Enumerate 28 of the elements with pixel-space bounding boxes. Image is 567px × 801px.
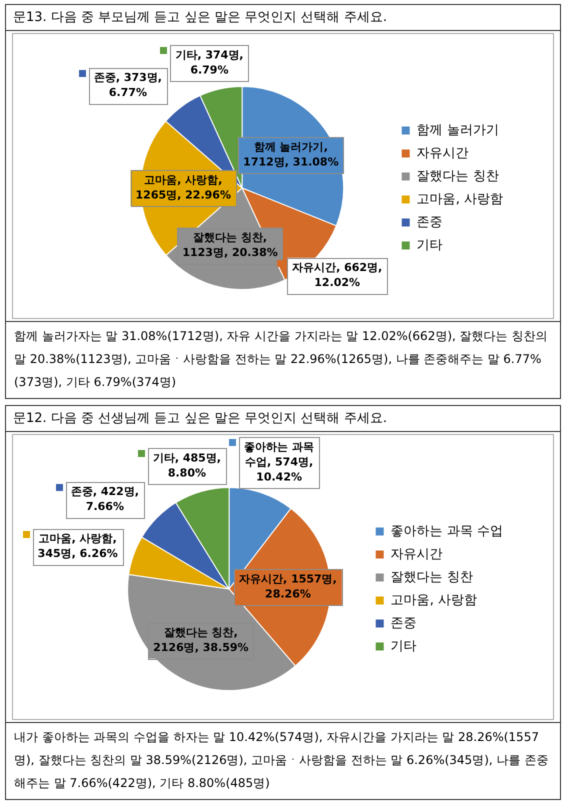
chart-title: 문13. 다음 중 부모님께 듣고 싶은 말은 무엇인지 선택해 주세요.: [6, 5, 560, 31]
text: 함께 놀러가자는 말 31.08%(1712명), 자유 시간을 가지라는 말 12.02%(662명), 잘했다는 칭찬의 말 20.38%(1123명), 고마움ㆍ사랑함을 전하는 말 22.96%(1265명), 나를 존중해주는 말 6.77%(373명), 기타 6.79%(374명): [14, 328, 548, 391]
legend-label: 존중: [416, 214, 443, 230]
data-label: 좋아하는 과목 수업, 574명, 10.42%: [244, 440, 314, 484]
data-label: 자유시간, 1557명, 28.26%: [239, 572, 337, 601]
legend-label: 자유시간: [390, 546, 443, 562]
legend-label: 고마움, 사랑함: [390, 592, 477, 608]
legend-label: 기타: [416, 238, 443, 253]
data-label: 존중, 422명, 7.66%: [70, 484, 139, 513]
data-label: 자유시간, 662명, 12.02%: [292, 261, 382, 290]
legend-label: 자유시간: [416, 146, 469, 161]
data-label: 존중, 373명, 6.77%: [94, 71, 162, 100]
data-label: 기타, 374명, 6.79%: [175, 48, 244, 77]
legend-label: 잘했다는 칭찬: [416, 168, 499, 184]
data-label: 잘했다는 칭찬, 2126명, 38.59%: [153, 626, 249, 654]
text: 내가 좋아하는 과목의 수업을 하자는 말 10.42%(574명), 자유시간을 가지라는 말 28.26%(1557명), 잘했다는 칭찬의 말 38.59%(2126명), 고마움ㆍ사랑함을 전하는 말 6.26%(345명), 나를 존중해주는 말 7.66%(422명), 기타 8.80%(485명): [14, 729, 550, 792]
data-label: 잘했다는 칭찬, 1123명, 20.38%: [182, 230, 278, 259]
legend-label: 고마움, 사랑함: [416, 192, 503, 207]
chart-title: 문12. 다음 중 선생님께 듣고 싶은 말은 무엇인지 선택해 주세요.: [6, 406, 560, 432]
legend-label: 기타: [390, 638, 417, 654]
data-label: 함께 놀러가기, 1712명, 31.08%: [243, 140, 339, 168]
data-label: 기타, 485명, 8.80%: [152, 452, 221, 480]
legend-label: 존중: [390, 616, 417, 631]
legend-label: 좋아하는 과목 수업: [390, 524, 503, 539]
data-label: 고마움, 사랑함, 1265명, 22.96%: [136, 174, 231, 202]
legend-label: 함께 놀러가기: [416, 122, 499, 138]
legend-label: 잘했다는 칭찬: [390, 570, 473, 585]
data-label: 고마움, 사랑함, 345명, 6.26%: [38, 532, 118, 560]
